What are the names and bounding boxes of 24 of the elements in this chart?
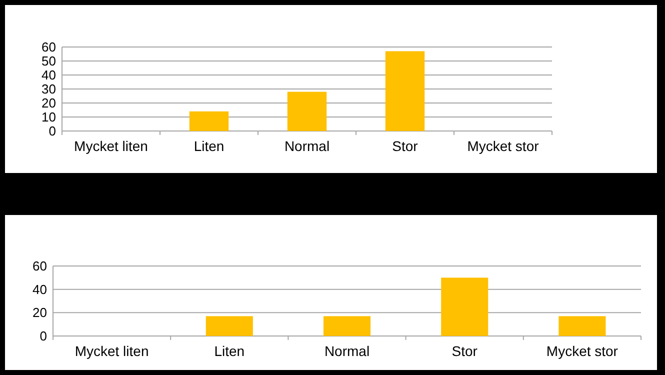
bar — [385, 51, 425, 131]
y-tick-label: 30 — [42, 82, 56, 97]
x-tick-label: Stor — [392, 138, 418, 154]
bar — [189, 111, 229, 131]
y-tick-label: 50 — [42, 54, 56, 69]
x-tick-label: Normal — [324, 343, 370, 359]
y-tick-label: 40 — [42, 68, 56, 83]
x-tick-label: Normal — [284, 138, 330, 154]
x-tick-label: Mycket liten — [74, 138, 148, 154]
x-tick-label: Mycket stor — [546, 343, 618, 359]
y-tick-label: 40 — [32, 282, 47, 297]
y-tick-label: 0 — [48, 124, 56, 139]
y-tick-label: 60 — [32, 258, 47, 274]
y-tick-label: 10 — [42, 110, 56, 125]
x-tick-label: Liten — [214, 343, 245, 359]
x-tick-label: Mycket liten — [74, 343, 149, 359]
y-tick-label: 20 — [32, 305, 47, 320]
bar — [287, 92, 327, 131]
y-tick-label: 20 — [42, 96, 56, 111]
y-tick-label: 0 — [40, 328, 47, 344]
x-tick-label: Stor — [452, 343, 478, 359]
x-tick-label: Liten — [194, 138, 224, 154]
y-tick-label: 60 — [42, 40, 56, 55]
x-tick-label: Mycket stor — [467, 138, 540, 154]
